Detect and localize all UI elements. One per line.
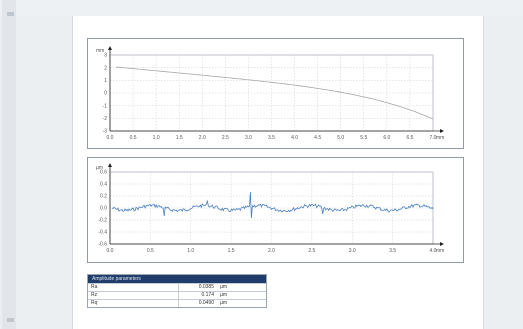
profile-x-tick-label: 2.5	[222, 135, 229, 141]
roughness-x-tick-label: 2.0	[268, 248, 275, 254]
roughness-chart-svg: 0.60.40.20.0-0.2-0.4-0.60.0 0.5 1.0 1.5 2.0 2…	[96, 163, 444, 254]
profile-x-tick-label: 6.0	[383, 135, 390, 141]
parameter-value: 0.0385	[198, 284, 214, 290]
roughness-x-tick-label: 1.5	[228, 248, 235, 254]
profile-data-line	[115, 66, 434, 120]
roughness-x-tick-label: 3.0	[349, 248, 356, 254]
roughness-y-tick-label: 0.4	[100, 182, 107, 188]
table-row: Rz 0.174 µm	[88, 291, 266, 299]
profile-x-axis-arrow	[440, 129, 444, 133]
profile-x-tick-label: 5.5	[360, 135, 367, 141]
left-toolbar-strip	[2, 0, 16, 329]
parameter-table-title: Amplitude parameters	[88, 275, 266, 283]
roughness-y-tick-label: -0.4	[98, 230, 107, 236]
roughness-y-axis-arrow	[108, 163, 112, 167]
roughness-y-tick-label: 0.2	[100, 194, 107, 200]
profile-y-axis-arrow	[108, 46, 112, 50]
profile-x-tick-label: 1.5	[176, 135, 183, 141]
profile-y-tick-label: -2	[103, 116, 108, 122]
roughness-y-tick-label: 0.0	[100, 206, 107, 212]
profile-x-tick-label: 3.5	[268, 135, 275, 141]
roughness-y-tick-label: -0.2	[98, 218, 107, 224]
roughness-x-tick-label: 0.0	[107, 248, 114, 254]
profile-x-tick-label: 6.5	[406, 135, 413, 141]
roughness-y-unit: µm	[96, 165, 103, 171]
parameter-value: 0.174	[201, 292, 214, 298]
profile-x-tick-label: 1.0	[153, 135, 160, 141]
roughness-x-tick-label: 0.5	[147, 248, 154, 254]
parameter-value: 0.0490	[198, 300, 214, 306]
parameter-name: Ra	[91, 284, 98, 290]
report-page: 3 2 1 0 -1 -2 -3 0.0 0.5 1.0 1.5 2.0 2.5 3.0 3.5 4.0 4.5…	[72, 16, 484, 329]
profile-x-tick-label: 2.0	[199, 135, 206, 141]
parameter-unit: µm	[220, 292, 228, 298]
profile-x-tick-label: 3.0	[245, 135, 252, 141]
toolbar-mark	[7, 12, 14, 16]
parameter-table: Amplitude parameters Ra 0.0385 µm Rz 0.1…	[87, 274, 267, 308]
profile-y-tick-label: 1	[104, 78, 107, 84]
profile-x-tick-label: 0.5	[130, 135, 137, 141]
profile-y-tick-label: -3	[103, 129, 108, 135]
profile-x-unit: mm	[436, 135, 444, 141]
profile-chart-svg: 3 2 1 0 -1 -2 -30.0 0.5 1.0 1.5 2.0 2.5 3.0 3.5 4.0 4.5…	[96, 46, 444, 141]
right-gutter	[484, 16, 523, 329]
profile-x-tick-label: 5.0	[337, 135, 344, 141]
table-row: Ra 0.0385 µm	[88, 283, 266, 291]
roughness-x-tick-label: 4.0	[430, 248, 437, 254]
profile-x-tick-label: 0.0	[107, 135, 114, 141]
table-row: Rq 0.0490 µm	[88, 299, 266, 307]
roughness-x-tick-label: 2.5	[308, 248, 315, 254]
profile-y-tick-label: 3	[104, 53, 107, 59]
parameter-unit: µm	[220, 284, 228, 290]
window-top-bar	[0, 0, 523, 17]
toolbar-mark	[7, 318, 14, 322]
roughness-data-line	[111, 191, 434, 219]
profile-y-tick-label: 2	[104, 65, 107, 71]
roughness-y-tick-label: -0.6	[98, 242, 107, 248]
profile-x-tick-label: 4.5	[314, 135, 321, 141]
roughness-x-tick-label: 3.5	[389, 248, 396, 254]
profile-y-tick-label: 0	[104, 91, 107, 97]
profile-y-unit: mm	[96, 48, 104, 54]
profile-y-tick-label: -1	[103, 103, 108, 109]
parameter-name: Rz	[91, 292, 98, 298]
profile-x-tick-label: 7.0	[430, 135, 437, 141]
profile-chart: 3 2 1 0 -1 -2 -3 0.0 0.5 1.0 1.5 2.0 2.5 3.0 3.5 4.0 4.5…	[87, 38, 464, 149]
profile-x-tick-label: 4.0	[291, 135, 298, 141]
roughness-chart: 0.6 0.4 0.2 0.0 -0.2 -0.4 -0.6 0.0 0.5 1.0 1.5 2.0 2…	[87, 157, 464, 263]
roughness-x-axis-arrow	[440, 242, 444, 246]
roughness-y-tick-label: 0.6	[100, 170, 107, 176]
roughness-x-tick-label: 1.0	[187, 248, 194, 254]
parameter-name: Rq	[91, 300, 98, 306]
roughness-x-unit: mm	[436, 248, 444, 254]
parameter-unit: µm	[220, 300, 228, 306]
